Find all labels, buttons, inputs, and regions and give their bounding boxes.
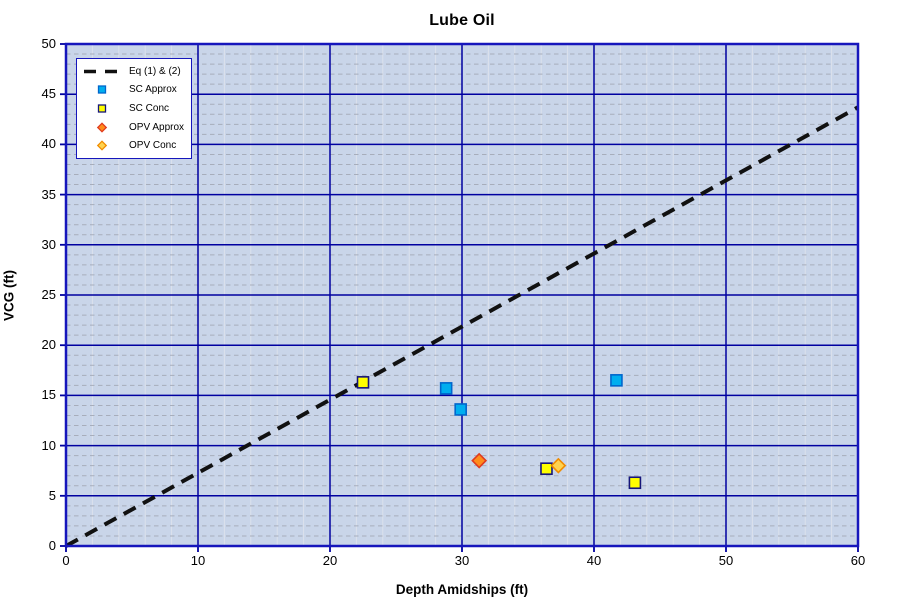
data-point-sc-approx [454, 403, 467, 416]
y-tick-label: 45 [41, 86, 56, 102]
legend-label: Eq (1) & (2) [129, 65, 181, 77]
y-axis-title: VCG (ft) [1, 270, 17, 321]
data-point-sc-conc [540, 462, 553, 475]
x-tick-label: 60 [850, 553, 866, 568]
legend-item-sc-conc: SC Conc [77, 99, 191, 117]
diamond-marker-icon [96, 140, 108, 151]
data-point-sc-conc [628, 476, 642, 490]
legend-item-opv-conc: OPV Conc [77, 137, 191, 155]
data-point-sc-conc [356, 376, 370, 389]
x-tick-label: 40 [586, 553, 602, 568]
y-tick-label: 35 [41, 186, 56, 202]
y-tick-label: 40 [41, 136, 56, 152]
data-point-sc-approx [610, 374, 623, 387]
legend: Eq (1) & (2) SC Approx SC Conc OPV Approx OP… [76, 58, 192, 159]
dashed-line-marker-icon [84, 69, 120, 74]
x-tick-label: 30 [454, 553, 470, 568]
data-point-sc-approx [439, 382, 453, 395]
y-tick-label: 0 [48, 538, 56, 553]
data-point-opv-approx [471, 452, 488, 469]
series-line-eq-1-2 [65, 105, 859, 548]
square-marker-icon [97, 104, 107, 113]
legend-label: SC Conc [129, 102, 170, 114]
x-tick-label: 10 [190, 553, 206, 568]
x-tick-label: 20 [322, 553, 338, 568]
y-tick-label: 15 [41, 387, 56, 403]
y-tick-label: 20 [41, 337, 56, 353]
y-tick-label: 50 [41, 36, 56, 51]
plot-border [64, 42, 860, 548]
data-point-opv-conc [550, 457, 567, 474]
x-tick-label: 0 [62, 553, 70, 568]
y-tick-label: 10 [41, 437, 56, 453]
chart-title: Lube Oil [429, 12, 495, 29]
diamond-marker-icon [96, 121, 108, 133]
y-tick-label: 25 [41, 287, 56, 302]
legend-item-opv-approx: OPV Approx [77, 118, 191, 136]
square-marker-icon [97, 85, 107, 95]
legend-label: SC Approx [129, 84, 177, 96]
legend-label: OPV Conc [129, 140, 177, 152]
x-axis-title: Depth Amidships (ft) [395, 582, 529, 597]
y-tick-label: 5 [48, 487, 56, 503]
legend-item-sc-approx: SC Approx [77, 81, 191, 99]
y-tick-label: 30 [41, 236, 56, 252]
x-tick-label: 50 [718, 553, 734, 568]
legend-label: OPV Approx [129, 121, 185, 133]
legend-item-eq-1-2: Eq (1) & (2) [77, 62, 191, 80]
